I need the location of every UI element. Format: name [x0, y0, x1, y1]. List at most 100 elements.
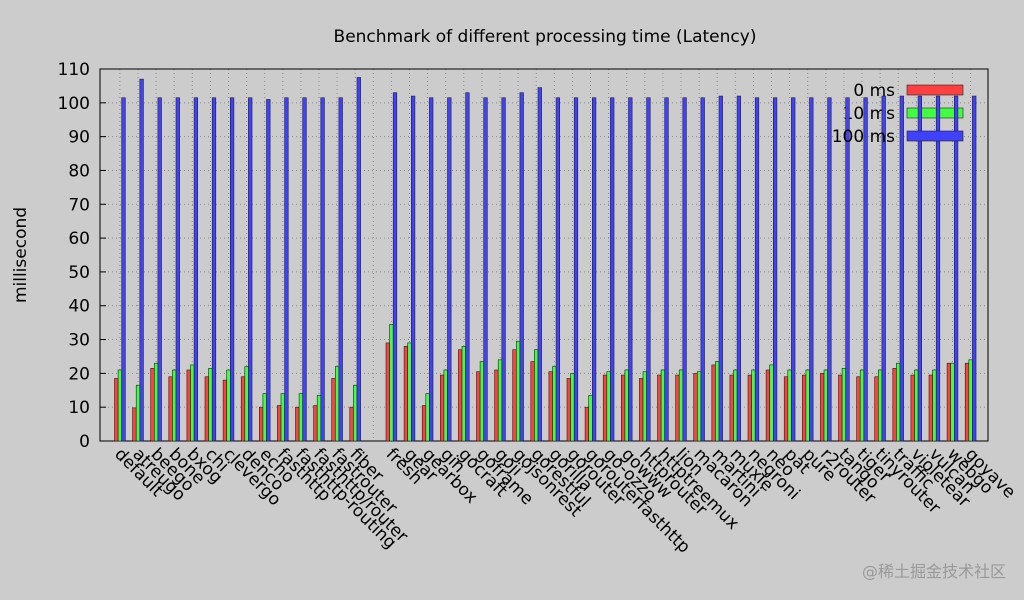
- bar: [841, 367, 847, 442]
- bar: [461, 346, 466, 442]
- bar: [802, 374, 807, 442]
- bar: [494, 369, 499, 442]
- bar: [121, 97, 126, 442]
- bar: [244, 366, 249, 442]
- bar: [320, 97, 325, 442]
- legend-swatch: [906, 130, 964, 142]
- bar: [950, 362, 955, 442]
- bar: [878, 369, 883, 442]
- bar: [711, 364, 716, 442]
- y-tick-label: 0: [79, 432, 90, 452]
- bar: [639, 378, 644, 442]
- bar: [747, 374, 752, 442]
- y-tick-label: 90: [68, 128, 90, 148]
- bar: [298, 393, 304, 442]
- bar: [447, 97, 452, 442]
- bar: [700, 97, 705, 442]
- bar: [392, 92, 398, 442]
- bar: [389, 324, 394, 442]
- bar: [823, 369, 828, 442]
- bar: [917, 95, 923, 442]
- bar: [443, 369, 448, 442]
- y-tick-label: 80: [68, 161, 90, 181]
- bar: [592, 97, 597, 442]
- bar: [537, 87, 542, 442]
- bar: [914, 369, 919, 442]
- bar: [135, 384, 141, 442]
- y-tick-label: 40: [68, 297, 90, 317]
- bar: [809, 97, 814, 442]
- bar: [964, 362, 970, 442]
- bar: [693, 373, 698, 442]
- bar: [175, 97, 180, 442]
- bar: [606, 371, 611, 442]
- bar: [791, 97, 796, 442]
- legend-swatch: [906, 84, 964, 96]
- bar: [353, 384, 358, 442]
- bar: [132, 407, 137, 442]
- bar: [331, 378, 336, 442]
- bar: [356, 77, 361, 442]
- y-tick-label: 10: [68, 398, 90, 418]
- bar: [302, 97, 307, 442]
- y-tick-label: 110: [58, 60, 90, 80]
- bar: [479, 361, 485, 442]
- bar: [820, 373, 825, 442]
- bar: [222, 379, 228, 442]
- bar: [910, 374, 915, 442]
- bar: [769, 364, 774, 442]
- bar: [349, 406, 354, 442]
- bar: [935, 95, 941, 442]
- bar: [678, 369, 684, 442]
- bar: [295, 406, 300, 442]
- bar: [642, 371, 647, 442]
- bar: [407, 342, 412, 442]
- bar: [476, 371, 481, 442]
- bar: [519, 92, 524, 442]
- bar: [157, 97, 162, 442]
- bar: [729, 374, 734, 442]
- bar: [805, 369, 810, 442]
- bar: [172, 369, 177, 442]
- bar: [566, 378, 571, 442]
- bar: [208, 367, 213, 442]
- bar: [266, 99, 271, 442]
- bar: [516, 340, 521, 442]
- bar: [385, 342, 390, 442]
- bar: [946, 362, 952, 442]
- legend-label: 10 ms: [843, 104, 896, 124]
- bar: [440, 374, 445, 442]
- y-tick-label: 100: [58, 94, 90, 114]
- bar: [421, 405, 427, 442]
- bar: [150, 367, 155, 442]
- y-tick-label: 60: [68, 229, 90, 249]
- bar: [718, 95, 723, 442]
- bar: [751, 369, 756, 442]
- bar: [186, 369, 191, 442]
- bar: [896, 362, 901, 442]
- watermark: @稀土掘金技术社区: [862, 562, 1006, 581]
- bar: [928, 374, 933, 442]
- bar: [602, 374, 608, 442]
- bar: [646, 97, 651, 442]
- bar: [139, 78, 144, 442]
- bar: [733, 369, 738, 442]
- bar: [230, 97, 235, 442]
- bar: [874, 376, 879, 442]
- bar: [465, 92, 470, 442]
- bar: [859, 369, 865, 442]
- y-tick-label: 50: [68, 263, 90, 283]
- bar: [316, 395, 322, 442]
- bar: [570, 373, 575, 442]
- bar: [624, 369, 629, 442]
- bar: [621, 374, 626, 442]
- bar: [497, 359, 503, 442]
- bar: [512, 349, 517, 442]
- bar: [765, 369, 771, 442]
- bar: [588, 395, 593, 442]
- bar: [552, 366, 557, 442]
- bar: [660, 369, 666, 442]
- bar: [483, 97, 488, 442]
- bar: [190, 364, 195, 442]
- bar: [411, 95, 416, 442]
